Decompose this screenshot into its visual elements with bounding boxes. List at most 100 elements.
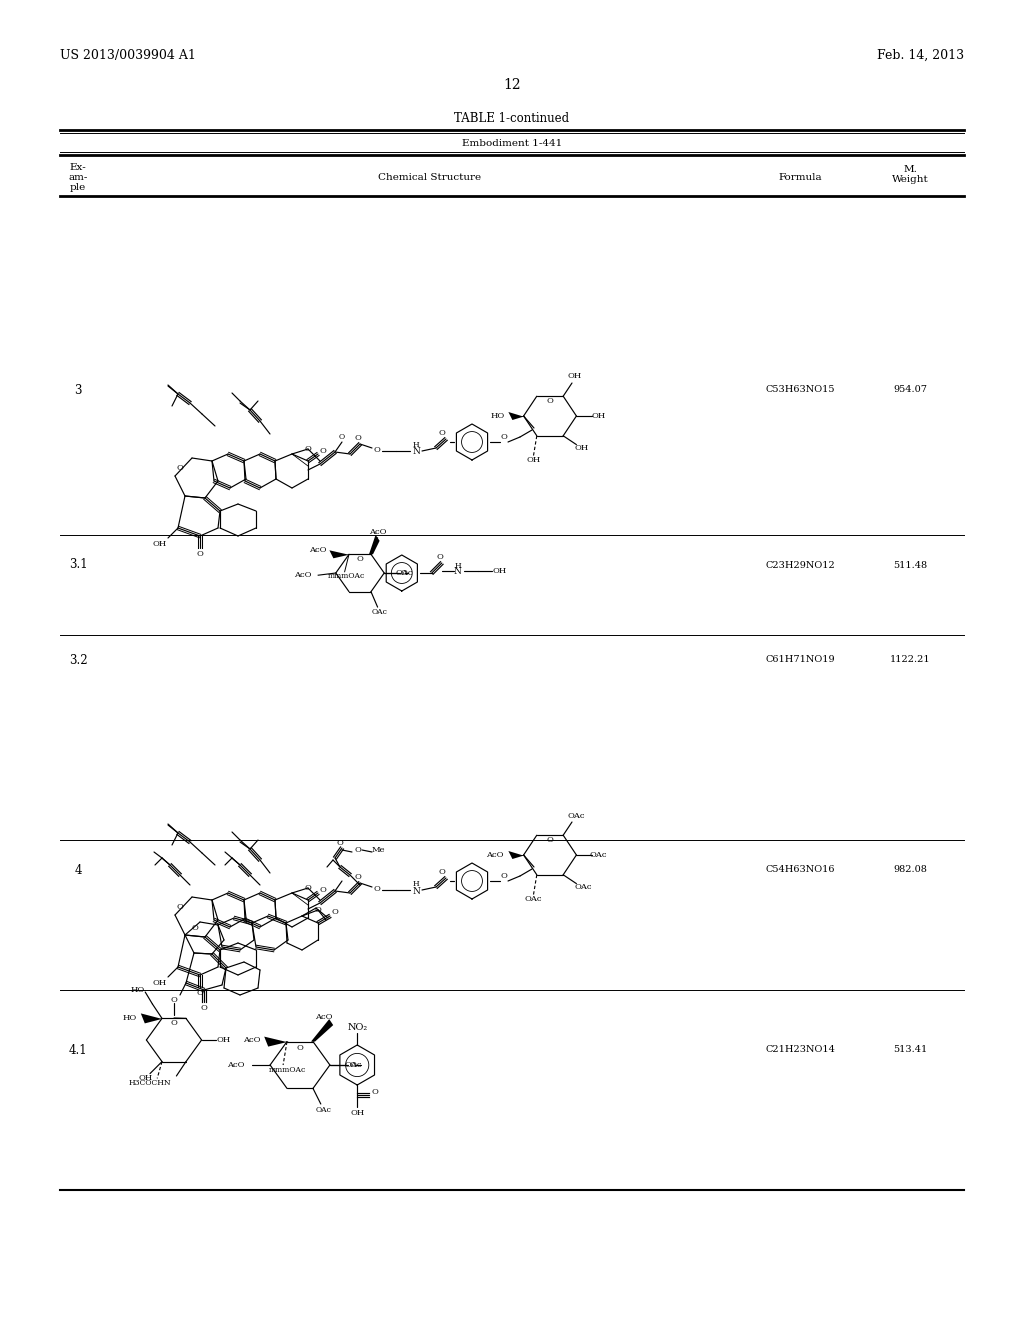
Polygon shape <box>369 535 380 554</box>
Text: AcO: AcO <box>314 1012 332 1020</box>
Text: OAc: OAc <box>567 813 585 821</box>
Text: Feb. 14, 2013: Feb. 14, 2013 <box>877 49 964 62</box>
Text: O: O <box>374 446 381 454</box>
Text: AcO: AcO <box>369 528 386 536</box>
Text: AcO: AcO <box>309 546 327 554</box>
Text: 1122.21: 1122.21 <box>890 656 931 664</box>
Text: mmmOAc: mmmOAc <box>268 1067 305 1074</box>
Text: O: O <box>197 550 204 558</box>
Text: O: O <box>354 873 361 880</box>
Text: O: O <box>176 903 183 911</box>
Text: 4.1: 4.1 <box>69 1044 87 1056</box>
Text: O: O <box>191 924 199 932</box>
Text: am-: am- <box>69 173 88 182</box>
Text: O: O <box>201 1005 208 1012</box>
Text: O: O <box>339 433 345 441</box>
Text: C61H71NO19: C61H71NO19 <box>765 656 835 664</box>
Text: OH: OH <box>591 412 605 420</box>
Text: HO: HO <box>123 1014 137 1023</box>
Polygon shape <box>141 1014 164 1023</box>
Text: Ex-: Ex- <box>70 164 86 173</box>
Text: O: O <box>314 906 322 913</box>
Text: OAc: OAc <box>344 1061 362 1069</box>
Text: O: O <box>372 1088 379 1096</box>
Text: OAc: OAc <box>395 569 413 577</box>
Text: N: N <box>412 447 420 457</box>
Text: O: O <box>171 997 177 1005</box>
Text: O: O <box>354 434 361 442</box>
Text: O: O <box>438 869 445 876</box>
Text: 3.1: 3.1 <box>69 558 87 572</box>
Text: OH: OH <box>526 455 541 465</box>
Text: O: O <box>304 884 311 892</box>
Text: 3.2: 3.2 <box>69 653 87 667</box>
Text: 954.07: 954.07 <box>893 385 927 395</box>
Text: O: O <box>297 1044 303 1052</box>
Polygon shape <box>508 851 525 859</box>
Polygon shape <box>311 1019 333 1041</box>
Text: O: O <box>436 553 443 561</box>
Text: AcO: AcO <box>244 1036 261 1044</box>
Text: C23H29NO12: C23H29NO12 <box>765 561 835 569</box>
Text: Embodiment 1-441: Embodiment 1-441 <box>462 139 562 148</box>
Text: H: H <box>413 880 419 888</box>
Text: H3COCHN: H3COCHN <box>129 1080 172 1088</box>
Text: OAc: OAc <box>574 883 592 891</box>
Text: 982.08: 982.08 <box>893 866 927 874</box>
Polygon shape <box>508 412 525 420</box>
Text: ple: ple <box>70 183 86 193</box>
Text: M.: M. <box>903 165 916 174</box>
Text: OH: OH <box>138 1074 153 1082</box>
Text: O: O <box>197 989 204 997</box>
Text: O: O <box>332 908 339 916</box>
Text: US 2013/0039904 A1: US 2013/0039904 A1 <box>60 49 196 62</box>
Text: OH: OH <box>216 1036 230 1044</box>
Text: AcO: AcO <box>294 572 311 579</box>
Text: AcO: AcO <box>226 1061 244 1069</box>
Text: H: H <box>455 562 461 570</box>
Text: HO: HO <box>490 412 505 420</box>
Text: O: O <box>438 429 445 437</box>
Text: OH: OH <box>153 979 167 987</box>
Text: O: O <box>319 886 327 894</box>
Text: Weight: Weight <box>892 176 929 185</box>
Text: C21H23NO14: C21H23NO14 <box>765 1045 835 1055</box>
Text: O: O <box>350 1061 356 1069</box>
Text: C53H63NO15: C53H63NO15 <box>765 385 835 395</box>
Text: 3: 3 <box>75 384 82 396</box>
Text: O: O <box>547 836 553 843</box>
Text: O: O <box>171 1019 177 1027</box>
Text: OAc: OAc <box>524 895 543 903</box>
Text: OH: OH <box>567 372 582 380</box>
Text: H: H <box>413 441 419 449</box>
Text: O: O <box>501 433 508 441</box>
Text: Chemical Structure: Chemical Structure <box>379 173 481 182</box>
Text: OH: OH <box>574 444 589 451</box>
Text: OAc: OAc <box>315 1106 332 1114</box>
Text: O: O <box>319 447 327 455</box>
Text: Me: Me <box>372 846 385 854</box>
Text: N: N <box>454 568 462 577</box>
Text: O: O <box>374 884 381 894</box>
Text: N: N <box>412 887 420 895</box>
Text: NO₂: NO₂ <box>347 1023 368 1031</box>
Text: AcO: AcO <box>486 851 504 859</box>
Text: TABLE 1-continued: TABLE 1-continued <box>455 111 569 124</box>
Text: Formula: Formula <box>778 173 822 182</box>
Text: OH: OH <box>493 568 507 576</box>
Text: OAc: OAc <box>372 607 388 615</box>
Text: O: O <box>400 569 407 577</box>
Text: 513.41: 513.41 <box>893 1045 927 1055</box>
Polygon shape <box>264 1036 289 1047</box>
Text: C54H63NO16: C54H63NO16 <box>765 866 835 874</box>
Text: HO: HO <box>131 986 145 994</box>
Polygon shape <box>330 550 351 558</box>
Text: 4: 4 <box>75 863 82 876</box>
Text: OH: OH <box>153 540 167 548</box>
Text: OH: OH <box>350 1109 365 1117</box>
Text: O: O <box>354 846 361 854</box>
Text: 511.48: 511.48 <box>893 561 927 569</box>
Text: O: O <box>356 554 364 562</box>
Text: O: O <box>547 396 553 405</box>
Text: OAc: OAc <box>590 851 607 859</box>
